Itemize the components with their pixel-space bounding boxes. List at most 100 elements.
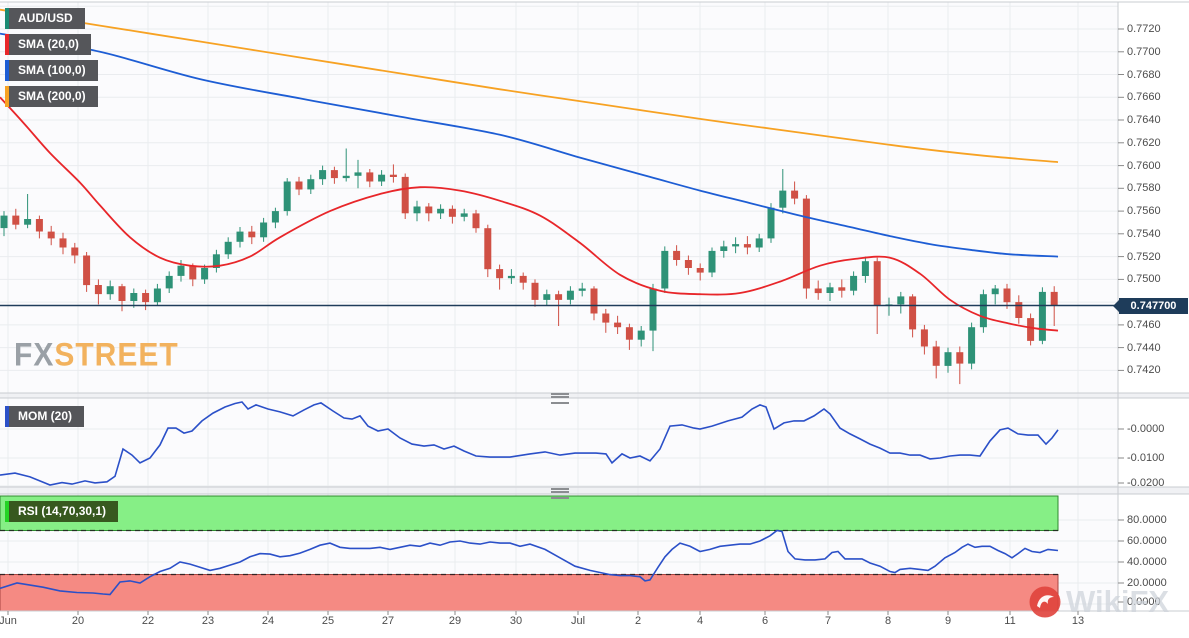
main-pane bbox=[0, 2, 1118, 393]
wikifx-watermark: WikiFX bbox=[1028, 584, 1169, 620]
candle-body bbox=[909, 296, 917, 330]
candle-body bbox=[767, 207, 775, 239]
fxstreet-watermark-fx: FX bbox=[14, 337, 55, 374]
candle-body bbox=[1038, 291, 1046, 341]
candle-body bbox=[507, 275, 515, 279]
rsi-line bbox=[0, 529, 1059, 596]
time-axis-label: 25 bbox=[321, 615, 335, 627]
candle-body bbox=[153, 288, 161, 303]
candle-body bbox=[897, 296, 905, 305]
candle-body bbox=[802, 198, 810, 289]
candle-body bbox=[35, 219, 43, 232]
candle-body bbox=[224, 241, 232, 255]
time-axis-label: 30 bbox=[509, 615, 523, 627]
candle-body bbox=[177, 265, 185, 276]
price-axis-label: 0.7440 bbox=[1127, 342, 1161, 354]
candle-body bbox=[496, 269, 504, 279]
candle-body bbox=[484, 228, 492, 270]
legend-sma20-badge[interactable]: SMA (20,0) bbox=[5, 34, 91, 55]
candle-body bbox=[956, 352, 964, 364]
candle-body bbox=[861, 261, 869, 276]
candle-body bbox=[732, 244, 740, 247]
mom-axis-label: -0.0200 bbox=[1127, 477, 1165, 489]
candle-body bbox=[649, 288, 657, 331]
mom-axis-label: -0.0000 bbox=[1127, 423, 1165, 435]
candle-body bbox=[826, 287, 834, 293]
price-axis-label: 0.7460 bbox=[1127, 319, 1161, 331]
candle-body bbox=[236, 231, 244, 242]
price-axis-label: 0.7640 bbox=[1127, 114, 1161, 126]
price-axis-label: 0.7600 bbox=[1127, 160, 1161, 172]
rsi-axis-label: 60.0000 bbox=[1127, 535, 1167, 547]
candle-body bbox=[401, 176, 409, 214]
time-axis-label: 2 bbox=[634, 615, 642, 627]
candle-body bbox=[425, 206, 433, 214]
candle-body bbox=[614, 322, 622, 328]
candle-body bbox=[602, 313, 610, 323]
rsi-overbought-band bbox=[0, 495, 1059, 531]
candle-body bbox=[260, 222, 268, 238]
price-axis-label: 0.7720 bbox=[1127, 23, 1161, 35]
candle-body bbox=[968, 327, 976, 364]
candle-body bbox=[755, 238, 763, 248]
current-price-badge: 0.747700 bbox=[1113, 298, 1188, 314]
candle-body bbox=[295, 181, 303, 190]
candle-body bbox=[271, 211, 279, 223]
candle-body bbox=[118, 286, 126, 301]
candle-body bbox=[625, 327, 633, 340]
candle-body bbox=[212, 254, 220, 268]
candle-body bbox=[94, 285, 102, 295]
sma100-line bbox=[0, 32, 1059, 258]
candle-body bbox=[920, 329, 928, 347]
price-axis-label: 0.7700 bbox=[1127, 46, 1161, 58]
time-axis-label: Jul bbox=[570, 615, 586, 627]
candle-body bbox=[142, 293, 150, 303]
candle-body bbox=[944, 352, 952, 366]
candle-body bbox=[555, 294, 563, 300]
candle-body bbox=[12, 215, 20, 225]
candle-body bbox=[720, 246, 728, 251]
candle-body bbox=[873, 261, 881, 306]
time-axis-label: 6 bbox=[761, 615, 769, 627]
candle-body bbox=[637, 330, 645, 340]
legend-sma200-badge[interactable]: SMA (200,0) bbox=[5, 86, 98, 107]
candle-body bbox=[791, 190, 799, 199]
rsi-indicator-badge[interactable]: RSI (14,70,30,1) bbox=[5, 501, 119, 522]
candle-body bbox=[130, 293, 138, 301]
candle-body bbox=[708, 250, 716, 273]
candle-body bbox=[979, 294, 987, 328]
pane-divider-grip-rsi[interactable] bbox=[551, 488, 569, 499]
candle-body bbox=[684, 260, 692, 268]
rsi-oversold-band bbox=[0, 574, 1059, 612]
legend-symbol-badge[interactable]: AUD/USD bbox=[5, 8, 85, 29]
time-axis-label: 9 bbox=[944, 615, 952, 627]
candle-body bbox=[1003, 288, 1011, 303]
mom-pane bbox=[0, 398, 1118, 487]
candle-body bbox=[673, 250, 681, 260]
wikifx-watermark-text: WikiFX bbox=[1066, 584, 1170, 619]
price-axis-label: 0.7500 bbox=[1127, 273, 1161, 285]
price-axis-label: 0.7580 bbox=[1127, 182, 1161, 194]
candle-body bbox=[413, 206, 421, 214]
candle-body bbox=[378, 174, 386, 182]
rsi-axis-label: 80.0000 bbox=[1127, 514, 1167, 526]
pane-divider bbox=[0, 393, 1189, 398]
candle-body bbox=[1050, 291, 1058, 306]
candle-body bbox=[83, 255, 91, 286]
candle-body bbox=[543, 294, 551, 300]
candle-body bbox=[448, 208, 456, 217]
rsi-axis-label: 0.0000 bbox=[1127, 596, 1161, 608]
fxstreet-watermark: FXSTREET bbox=[14, 338, 179, 375]
mom-indicator-badge[interactable]: MOM (20) bbox=[5, 406, 84, 427]
rsi-axis-label: 20.0000 bbox=[1127, 577, 1167, 589]
candle-body bbox=[248, 231, 256, 238]
candle-body bbox=[307, 179, 315, 190]
candle-body bbox=[590, 288, 598, 314]
legend-sma100-badge[interactable]: SMA (100,0) bbox=[5, 60, 98, 81]
candle-body bbox=[519, 275, 527, 283]
candle-body bbox=[991, 288, 999, 295]
pane-divider-grip-mom[interactable] bbox=[551, 393, 569, 404]
time-axis-label: 20 bbox=[71, 615, 85, 627]
price-axis-label: 0.7560 bbox=[1127, 205, 1161, 217]
